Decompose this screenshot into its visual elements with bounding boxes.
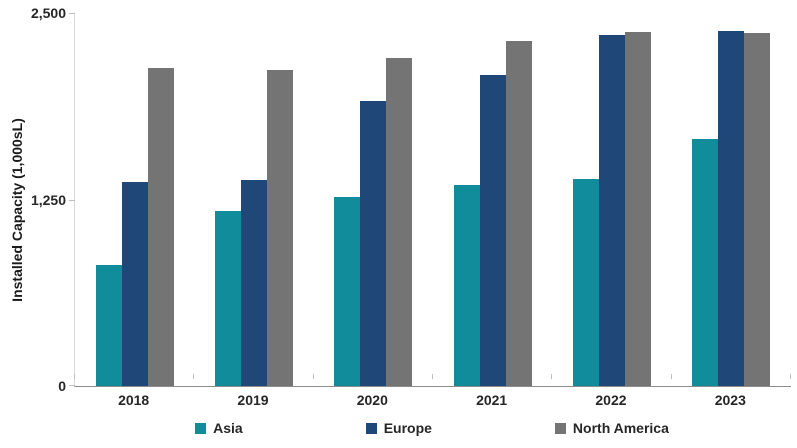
y-tick-label-0: 0 xyxy=(58,378,66,394)
x-tick-mark-1 xyxy=(193,374,194,379)
y-tick-mark-2,500 xyxy=(69,13,75,14)
x-tick-mark-3 xyxy=(432,374,433,379)
bar-asia-2020 xyxy=(334,197,361,386)
legend-label: North America xyxy=(572,420,669,436)
y-axis-title: Installed Capacity (1,000sL) xyxy=(9,118,25,302)
bar-europe-2021 xyxy=(479,75,506,386)
x-label-2018: 2018 xyxy=(118,392,150,408)
bar-europe-2023 xyxy=(718,31,745,386)
x-tick-mark-6 xyxy=(790,374,791,379)
bar-group-2018 xyxy=(75,13,194,386)
x-tick-mark-4 xyxy=(551,374,552,379)
bar-europe-2022 xyxy=(598,35,625,386)
legend-label: Europe xyxy=(383,420,432,436)
bar-asia-2021 xyxy=(453,185,480,386)
x-label-2023: 2023 xyxy=(714,392,746,408)
y-tick-label-1,250: 1,250 xyxy=(30,191,66,208)
legend-swatch-asia-icon xyxy=(195,422,207,434)
bar-europe-2018 xyxy=(121,182,148,386)
bar-north-america-2023 xyxy=(744,33,771,386)
bar-north-america-2021 xyxy=(505,41,532,386)
x-label-2020: 2020 xyxy=(356,392,388,408)
legend-item-north-america: North America xyxy=(554,420,669,436)
bar-north-america-2019 xyxy=(266,70,293,386)
bar-north-america-2020 xyxy=(386,58,413,386)
x-tick-mark-0 xyxy=(74,374,75,379)
bar-europe-2019 xyxy=(240,180,267,386)
x-tick-mark-5 xyxy=(671,374,672,379)
legend-swatch-north-america-icon xyxy=(554,422,566,434)
y-tick-mark-1,250 xyxy=(69,199,75,201)
x-label-2021: 2021 xyxy=(476,392,508,408)
bar-asia-2018 xyxy=(95,265,122,386)
plot-area xyxy=(69,13,791,387)
bar-north-america-2018 xyxy=(147,68,174,386)
bar-asia-2022 xyxy=(572,179,599,386)
legend-label: Asia xyxy=(213,420,243,436)
y-tick-label-2,500: 2,500 xyxy=(30,5,66,21)
bar-group-2020 xyxy=(314,13,433,386)
x-label-2019: 2019 xyxy=(237,392,269,408)
y-tick-mark-0 xyxy=(69,385,75,386)
bar-north-america-2022 xyxy=(624,32,651,386)
bar-asia-2019 xyxy=(214,211,241,386)
bar-group-2019 xyxy=(194,13,313,386)
bar-group-2023 xyxy=(672,13,791,386)
bar-europe-2020 xyxy=(360,101,387,386)
bar-asia-2023 xyxy=(692,139,719,386)
legend-item-asia: Asia xyxy=(195,420,243,436)
x-label-2022: 2022 xyxy=(595,392,627,408)
legend-swatch-europe-icon xyxy=(365,422,377,434)
legend-item-europe: Europe xyxy=(365,420,432,436)
bar-group-2021 xyxy=(433,13,552,386)
bar-group-2022 xyxy=(552,13,671,386)
legend: Asia Europe North America xyxy=(74,420,790,436)
x-tick-mark-2 xyxy=(313,374,314,379)
x-axis-labels: 2018 2019 2020 2021 2022 2023 xyxy=(74,392,790,408)
